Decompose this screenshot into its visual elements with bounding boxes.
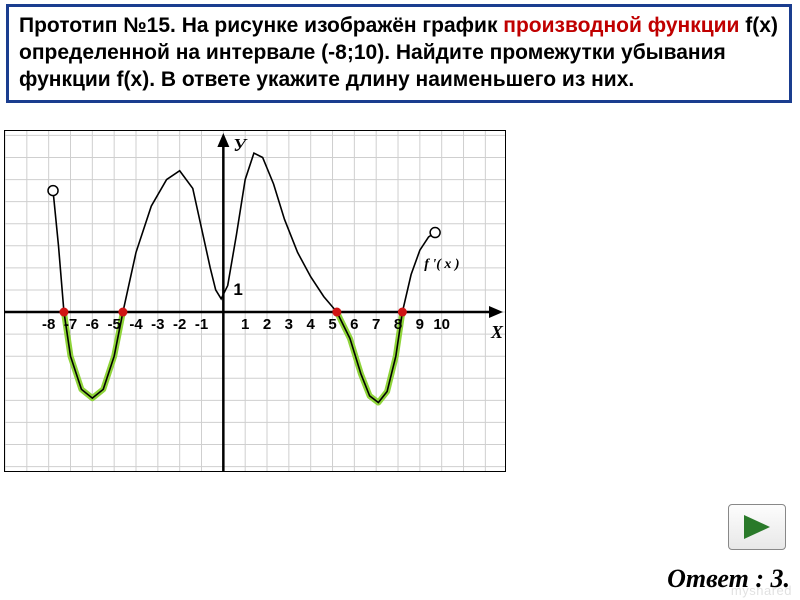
- problem-statement: Прототип №15. На рисунке изображён графи…: [6, 4, 792, 103]
- svg-text:-3: -3: [151, 316, 164, 333]
- svg-text:10: 10: [433, 316, 450, 333]
- svg-text:-1: -1: [195, 316, 208, 333]
- svg-text:6: 6: [350, 316, 358, 333]
- svg-text:-6: -6: [86, 316, 99, 333]
- derivative-chart: -8-7-6-5-4-3-2-1123456789101ХУf '( x ): [5, 131, 505, 471]
- svg-text:2: 2: [263, 316, 271, 333]
- svg-text:1: 1: [241, 316, 249, 333]
- svg-text:3: 3: [285, 316, 293, 333]
- chart-container: -8-7-6-5-4-3-2-1123456789101ХУf '( x ): [4, 130, 506, 472]
- svg-text:1: 1: [233, 280, 242, 299]
- svg-text:Х: Х: [490, 322, 504, 342]
- svg-text:4: 4: [307, 316, 316, 333]
- svg-text:9: 9: [416, 316, 424, 333]
- svg-text:-2: -2: [173, 316, 186, 333]
- svg-text:7: 7: [372, 316, 380, 333]
- svg-text:f '( x ): f '( x ): [424, 257, 459, 272]
- svg-text:-4: -4: [129, 316, 143, 333]
- play-icon: [740, 513, 774, 541]
- svg-text:-5: -5: [107, 316, 120, 333]
- svg-text:8: 8: [394, 316, 402, 333]
- problem-text-1: На рисунке изображён график: [182, 14, 504, 37]
- next-button[interactable]: [728, 504, 786, 550]
- svg-text:-8: -8: [42, 316, 55, 333]
- problem-prefix: Прототип №15.: [19, 14, 182, 37]
- problem-highlight: производной функции: [503, 14, 739, 37]
- svg-text:5: 5: [328, 316, 336, 333]
- watermark-text: myshared: [731, 583, 792, 598]
- svg-text:-7: -7: [64, 316, 77, 333]
